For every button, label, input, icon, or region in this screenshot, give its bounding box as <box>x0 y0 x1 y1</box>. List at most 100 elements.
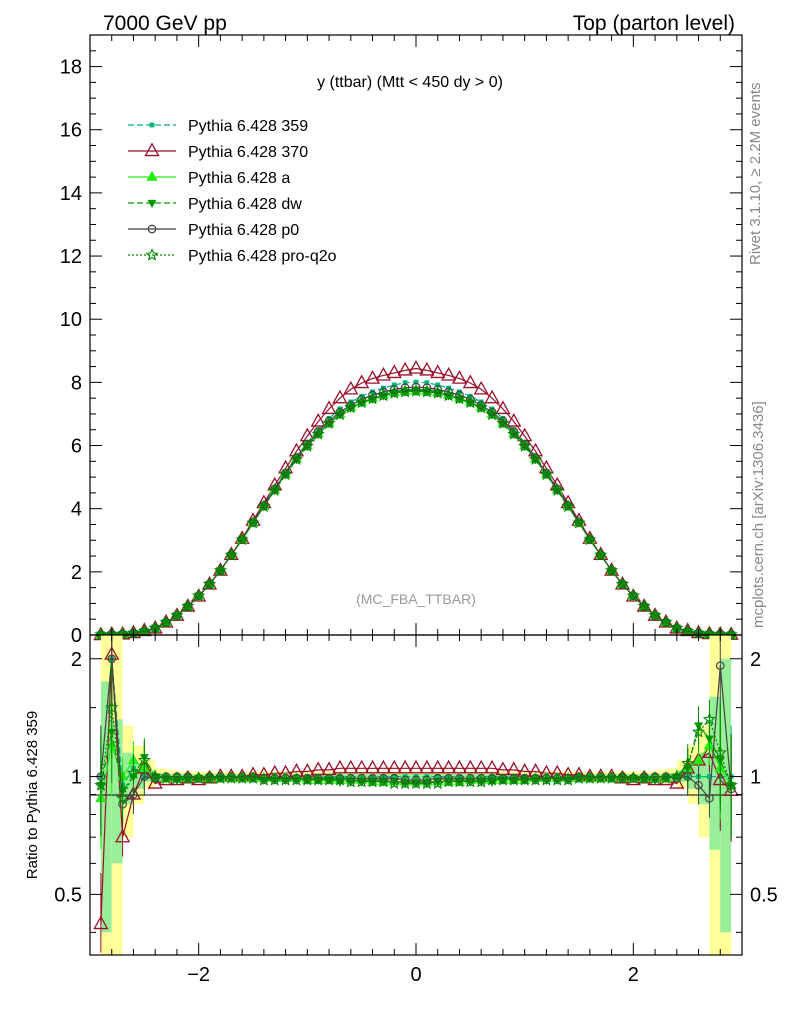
ratio-point <box>375 759 392 774</box>
ratio-point <box>354 759 370 774</box>
process-label: Top (parton level) <box>573 12 735 35</box>
ratio-point <box>615 771 630 784</box>
data-point <box>419 361 435 376</box>
data-point <box>563 503 573 512</box>
data-point <box>518 439 532 452</box>
data-point <box>137 624 151 637</box>
main-panel: 0 2 4 6 8 10 12 14 16 18 y (ttbar) (Mtt < 450 dy … <box>60 34 743 647</box>
ratio-point <box>637 771 651 784</box>
legend-label: Pythia 6.428 359 <box>188 118 308 135</box>
ratio-point <box>473 759 489 774</box>
ratio-point <box>368 773 377 783</box>
ratio-point <box>105 700 119 714</box>
ratio-point <box>561 773 575 786</box>
data-point <box>495 400 511 415</box>
data-point <box>257 499 271 513</box>
ratio-point <box>398 776 412 790</box>
data-point <box>626 588 640 602</box>
ratio-series-pythia-6-428-pro-q2o <box>94 656 738 837</box>
ratio-point <box>409 776 423 790</box>
data-point <box>379 387 388 397</box>
data-point <box>192 588 206 602</box>
ratio-point <box>431 776 445 790</box>
ratio-ytick-label-right: 2 <box>750 649 761 671</box>
data-point <box>268 483 282 496</box>
ratio-point <box>116 791 130 804</box>
ratio-point <box>572 771 586 784</box>
ratio-point <box>181 771 195 784</box>
ratio-point <box>126 766 141 779</box>
ratio-point <box>648 771 662 784</box>
data-point <box>237 536 247 545</box>
ratio-point <box>444 773 453 783</box>
data-point <box>310 413 326 427</box>
ratio-point <box>400 780 410 789</box>
legend-label: Pythia 6.428 370 <box>188 144 308 161</box>
main-ytick-label: 10 <box>60 309 82 331</box>
ratio-line <box>100 658 732 788</box>
ratio-ytick-label: 1 <box>71 767 82 789</box>
data-point <box>213 563 227 577</box>
xtick-label: −2 <box>187 964 210 986</box>
data-point <box>496 416 510 430</box>
ratio-point <box>507 773 521 786</box>
ratio-point <box>322 773 336 786</box>
ratio-series-pythia-6-428-359 <box>98 635 734 828</box>
data-point <box>344 400 358 414</box>
ratio-point <box>704 735 714 744</box>
data-point <box>321 400 337 415</box>
ratio-point <box>462 759 478 774</box>
data-point <box>520 443 530 452</box>
data-point <box>365 391 380 405</box>
band-green <box>111 719 123 864</box>
ratio-point <box>713 745 727 759</box>
band-green <box>133 763 145 789</box>
ratio-point <box>465 778 475 787</box>
ratio-point <box>707 774 712 779</box>
data-point <box>424 380 430 386</box>
data-point <box>440 366 457 381</box>
series-pythia-6-428-pro-q2o <box>94 384 738 641</box>
data-point <box>552 487 562 496</box>
ratio-point <box>389 778 399 787</box>
ratio-ylabel: Ratio to Pythia 6.428 359 <box>24 711 41 879</box>
data-point <box>322 416 336 430</box>
data-point <box>355 395 369 409</box>
data-point <box>202 577 217 590</box>
ratio-point <box>224 771 238 784</box>
ratio-series-pythia-6-428-dw <box>96 680 736 837</box>
ratio-point <box>137 753 151 766</box>
data-point <box>270 487 280 496</box>
ratio-point <box>583 771 597 784</box>
main-ytick-label: 8 <box>71 372 82 394</box>
data-point <box>583 532 597 546</box>
data-point <box>389 384 399 394</box>
ratio-series-pythia-6-428-370 <box>93 635 739 953</box>
ratio-point <box>702 712 716 725</box>
data-point <box>391 382 397 388</box>
data-point <box>246 515 260 529</box>
ratio-point <box>476 773 486 783</box>
ratio-point <box>159 771 173 784</box>
ratio-point <box>454 778 464 787</box>
ratio-point <box>455 773 464 783</box>
data-point <box>409 384 423 397</box>
ratio-point <box>192 771 206 784</box>
data-point <box>615 577 630 590</box>
ratio-point <box>150 773 160 783</box>
ratio-point <box>605 771 619 784</box>
ratio-point <box>628 775 638 784</box>
data-point <box>354 374 370 389</box>
ratio-point <box>376 774 390 788</box>
ratio-point <box>452 774 467 788</box>
data-point <box>422 383 432 393</box>
data-point <box>183 602 193 611</box>
legend: Pythia 6.428 359 Pythia 6.428 370 Pythia 6… <box>128 118 337 265</box>
data-point <box>617 581 627 590</box>
ratio-point <box>691 725 706 738</box>
data-point <box>387 386 401 399</box>
data-point <box>473 380 489 395</box>
legend-marker <box>146 170 158 181</box>
data-point <box>402 380 408 386</box>
data-point <box>435 382 441 388</box>
